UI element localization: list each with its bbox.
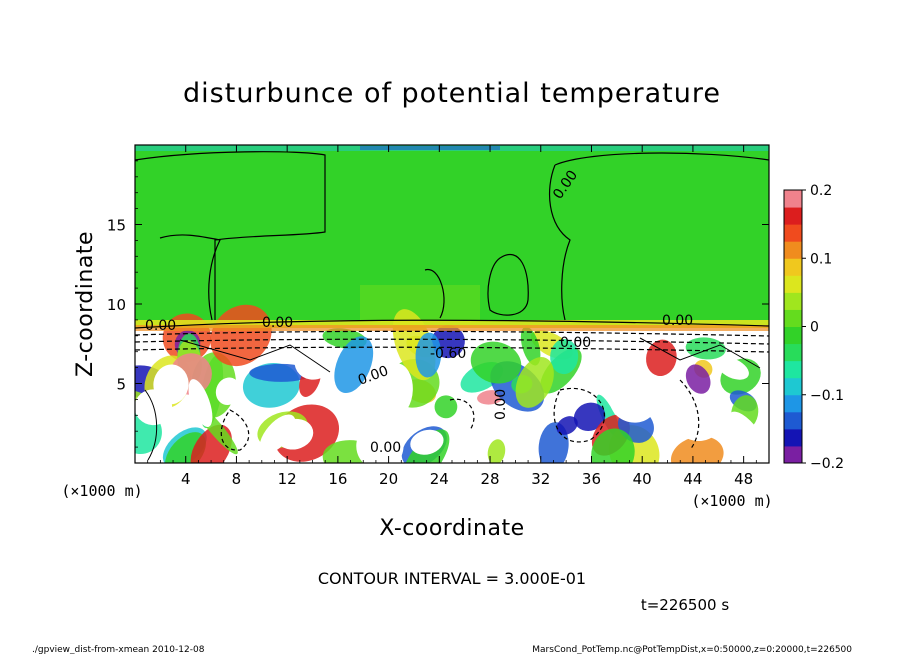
field-core bbox=[609, 378, 658, 423]
contour-label: 0.00 bbox=[262, 315, 293, 331]
footer-right: MarsCond_PotTemp.nc@PotTempDist,x=0:5000… bbox=[532, 645, 852, 654]
colorbar-swatch bbox=[784, 309, 802, 327]
y-tick-label: 5 bbox=[116, 376, 126, 394]
x-tick-label: 4 bbox=[181, 470, 191, 488]
field-blob bbox=[434, 395, 458, 419]
field-core bbox=[678, 406, 721, 442]
field-blob bbox=[685, 364, 711, 394]
x-tick-label: 40 bbox=[633, 470, 652, 488]
x-tick-label: 28 bbox=[480, 470, 499, 488]
colorbar-swatch bbox=[784, 394, 802, 413]
y-tick-label: 10 bbox=[107, 296, 126, 314]
x-tick-label: 32 bbox=[531, 470, 550, 488]
colorbar-swatch bbox=[784, 377, 802, 396]
field-blob bbox=[515, 357, 554, 408]
field-blob bbox=[487, 439, 506, 463]
x-tick-label: 12 bbox=[278, 470, 297, 488]
field-blob bbox=[550, 338, 579, 375]
field-blob bbox=[591, 428, 635, 463]
contour-interval: CONTOUR INTERVAL = 3.000E-01 bbox=[318, 569, 586, 588]
field-core bbox=[716, 357, 749, 380]
colorbar-labels: 0.2 0.1 0 −0.1 −0.2 bbox=[802, 183, 844, 472]
field-blob bbox=[573, 402, 606, 432]
field-core bbox=[410, 429, 444, 455]
y-axis: 5 10 15 bbox=[107, 160, 769, 448]
x-axis-label: X-coordinate bbox=[379, 516, 524, 541]
colorbar-tick-label: 0 bbox=[810, 320, 819, 336]
colorbar-swatch bbox=[784, 428, 802, 447]
footer-left: ./gpview_dist-from-xmean 2010-12-08 bbox=[32, 645, 205, 654]
x-tick-label: 44 bbox=[683, 470, 702, 488]
field-blob bbox=[520, 326, 541, 366]
contour-label: 0.00 bbox=[662, 313, 693, 329]
plot-area: 0.00 0.00 0.00 0.00 -0.60 0.00 0.00 0.00… bbox=[135, 145, 769, 463]
x-tick-label: 48 bbox=[734, 470, 753, 488]
x-unit-label: (×1000 m) bbox=[691, 492, 772, 510]
field-core bbox=[380, 363, 413, 417]
contour-label: 0.00 bbox=[370, 440, 401, 456]
field-core bbox=[188, 379, 213, 428]
colorbar-swatch bbox=[784, 190, 802, 208]
colorbar-swatch bbox=[784, 258, 802, 276]
colorbar-swatch bbox=[784, 275, 802, 293]
field-blob bbox=[470, 341, 522, 384]
colorbar-swatch bbox=[784, 326, 802, 345]
y-axis-label: Z-coordinate bbox=[73, 231, 98, 377]
colorbar-swatch bbox=[784, 207, 802, 225]
colorbar-tick-label: 0.2 bbox=[810, 183, 832, 199]
chart-title: disturbunce of potential temperature bbox=[183, 78, 721, 109]
y-unit-label: (×1000 m) bbox=[61, 482, 142, 500]
x-tick-label: 36 bbox=[582, 470, 601, 488]
field-blob bbox=[670, 436, 724, 463]
field-core bbox=[294, 340, 336, 380]
field-blob bbox=[415, 332, 442, 378]
colorbar-swatch bbox=[784, 411, 802, 430]
x-tick-label: 16 bbox=[328, 470, 347, 488]
field-core bbox=[356, 422, 404, 463]
colorbar-swatch bbox=[784, 360, 802, 379]
field-core bbox=[727, 411, 767, 461]
contour-label: 0.00 bbox=[560, 335, 591, 351]
colorbar bbox=[783, 189, 803, 464]
contour-label: -0.60 bbox=[430, 346, 466, 362]
field-core bbox=[215, 377, 241, 406]
time-label: t=226500 s bbox=[641, 596, 729, 614]
field-blob bbox=[165, 432, 206, 463]
x-tick-label: 24 bbox=[430, 470, 449, 488]
x-tick-label: 20 bbox=[379, 470, 398, 488]
contour-label: 0.00 bbox=[145, 318, 176, 334]
contour-label: 0.00 bbox=[493, 389, 509, 420]
x-axis: 4 8 12 16 20 24 28 32 36 40 44 48 bbox=[147, 145, 757, 488]
colorbar-swatch bbox=[784, 445, 802, 464]
field-blob bbox=[646, 339, 677, 377]
colorbar-tick-label: −0.1 bbox=[810, 388, 844, 404]
colorbar-tick-label: 0.1 bbox=[810, 251, 832, 267]
colorbar-swatch bbox=[784, 343, 802, 362]
colorbar-tick-label: −0.2 bbox=[810, 456, 844, 472]
field-core bbox=[259, 414, 296, 454]
field-blob bbox=[334, 336, 374, 394]
field-blob bbox=[556, 416, 578, 435]
x-tick-label: 8 bbox=[232, 470, 242, 488]
colorbar-swatch bbox=[784, 241, 802, 259]
colorbar-swatch bbox=[784, 224, 802, 242]
y-tick-label: 15 bbox=[107, 217, 126, 235]
colorbar-swatch bbox=[784, 292, 802, 310]
